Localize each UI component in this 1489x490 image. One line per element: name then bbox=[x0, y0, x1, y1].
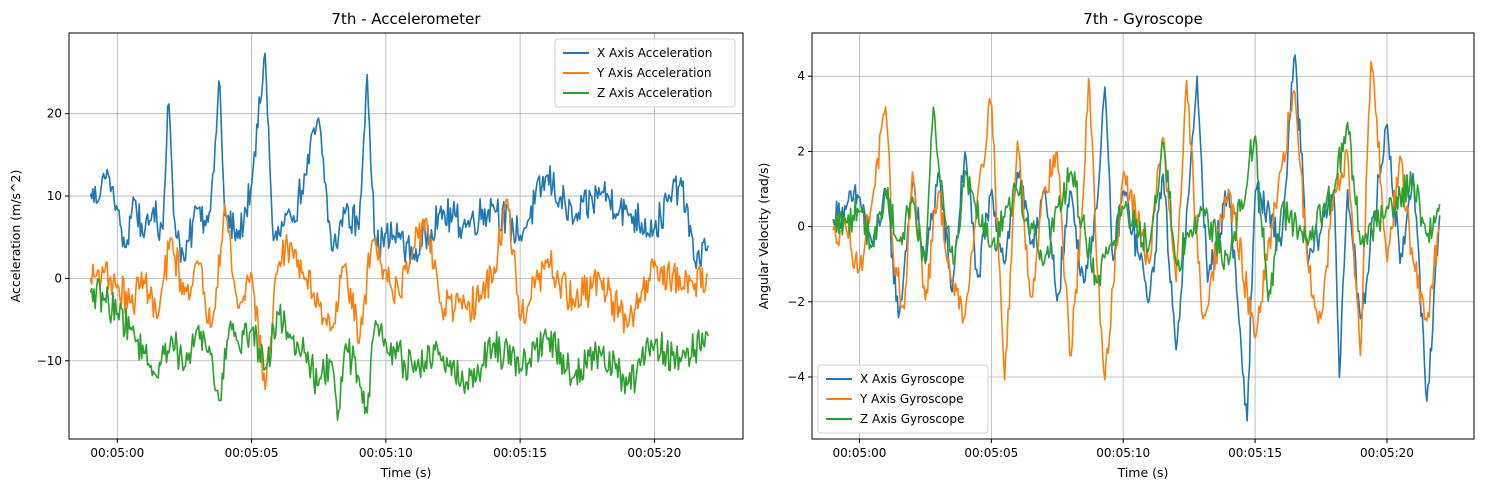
y-tick-label: 10 bbox=[47, 189, 62, 203]
accelerometer-ylabel: Acceleration (m/s^2) bbox=[8, 170, 23, 303]
x-tick-label: 00:05:00 bbox=[833, 446, 887, 460]
legend-entry: X Axis Acceleration bbox=[597, 46, 712, 60]
accelerometer-subplot: 7th - Accelerometer Time (s) Acceleratio… bbox=[8, 10, 744, 480]
y-tick-label: 2 bbox=[797, 144, 805, 158]
y-tick-label: 20 bbox=[47, 107, 62, 121]
y-tick-label: −2 bbox=[787, 295, 805, 309]
x-tick-label: 00:05:20 bbox=[627, 446, 681, 460]
x-tick-label: 00:05:05 bbox=[225, 446, 279, 460]
gyroscope-subplot: 7th - Gyroscope Time (s) Angular Velocit… bbox=[756, 10, 1475, 480]
series-line-z bbox=[89, 278, 709, 421]
x-tick-label: 00:05:20 bbox=[1360, 446, 1414, 460]
y-tick-label: 4 bbox=[797, 69, 805, 83]
y-tick-label: 0 bbox=[54, 271, 62, 285]
x-tick-label: 00:05:15 bbox=[493, 446, 547, 460]
y-tick-label: −4 bbox=[787, 370, 805, 384]
x-tick-label: 00:05:15 bbox=[1228, 446, 1282, 460]
legend-entry: Y Axis Gyroscope bbox=[859, 392, 963, 406]
gyroscope-title: 7th - Gyroscope bbox=[1083, 10, 1202, 28]
axes-frame bbox=[811, 32, 1475, 440]
x-tick-label: 00:05:10 bbox=[359, 446, 413, 460]
gyroscope-plot-area: 00:05:00 00:05:05 00:05:10 00:05:15 00:05:20… bbox=[787, 32, 1475, 460]
x-tick-label: 00:05:05 bbox=[964, 446, 1018, 460]
axes-frame bbox=[68, 32, 744, 440]
legend-box bbox=[554, 38, 736, 108]
accelerometer-xlabel: Time (s) bbox=[380, 465, 432, 480]
gyroscope-xlabel: Time (s) bbox=[1117, 465, 1169, 480]
legend-entry: X Axis Gyroscope bbox=[860, 372, 964, 386]
legend-entry: Z Axis Gyroscope bbox=[860, 412, 964, 426]
x-tick-label: 00:05:00 bbox=[90, 446, 144, 460]
x-tick-label: 00:05:10 bbox=[1096, 446, 1150, 460]
legend: X Axis Gyroscope Y Axis Gyroscope Z Axis G… bbox=[817, 364, 989, 434]
series-line-z bbox=[832, 106, 1441, 302]
y-tick-label: −10 bbox=[37, 354, 62, 368]
y-tick-label: 0 bbox=[797, 220, 805, 234]
accelerometer-plot-area: 00:05:00 00:05:05 00:05:10 00:05:15 00:05:20… bbox=[37, 32, 744, 460]
legend-box bbox=[817, 364, 989, 434]
gyroscope-ylabel: Angular Velocity (rad/s) bbox=[756, 163, 771, 310]
legend: X Axis Acceleration Y Axis Acceleration Z … bbox=[554, 38, 736, 108]
accelerometer-title: 7th - Accelerometer bbox=[331, 10, 481, 28]
legend-entry: Z Axis Acceleration bbox=[597, 86, 712, 100]
series-line-y bbox=[89, 198, 709, 391]
series-line-x bbox=[89, 52, 709, 270]
legend-entry: Y Axis Acceleration bbox=[596, 66, 711, 80]
